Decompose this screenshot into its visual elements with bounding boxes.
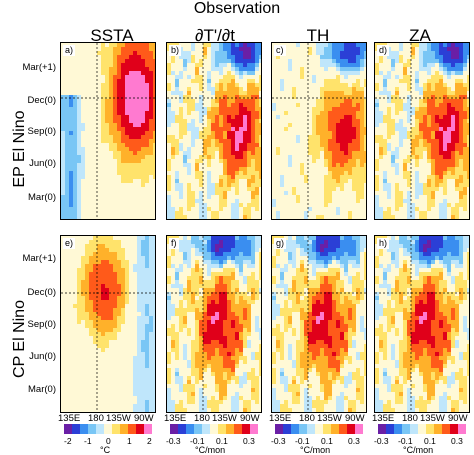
colorbar-tick: -0.3 bbox=[166, 436, 181, 446]
ytick-label: Mar(+1) bbox=[22, 62, 56, 73]
colorbar-dtdt bbox=[170, 424, 258, 434]
colorbar-tick: 1 bbox=[127, 436, 132, 446]
xtick-label: 90W bbox=[134, 413, 154, 424]
xtick-label: 135E bbox=[269, 413, 292, 424]
colorbar-tick: 0.3 bbox=[451, 436, 463, 446]
xtick-label: 135W bbox=[420, 413, 445, 424]
column-title-ssta: SSTA bbox=[90, 26, 134, 45]
row-label-cp: CP El Nino bbox=[11, 300, 28, 378]
colorbar-tick: -1 bbox=[84, 436, 92, 446]
xtick-label: 90W bbox=[345, 413, 365, 424]
colorbar-za bbox=[378, 424, 466, 434]
xtick-label: 135W bbox=[106, 413, 131, 424]
panel-label: h) bbox=[377, 238, 390, 249]
panel-dtdt-cp: f) bbox=[166, 235, 262, 413]
ytick-label: Sep(0) bbox=[27, 126, 56, 137]
xtick-label: 180 bbox=[402, 413, 418, 424]
panel-th-cp: g) bbox=[271, 235, 367, 413]
ytick-label: Sep(0) bbox=[27, 319, 56, 330]
colorbar-tick: -2 bbox=[64, 436, 72, 446]
ytick-label: Mar(0) bbox=[28, 192, 56, 203]
column-title-th: TH bbox=[306, 26, 330, 45]
panel-ssta-cp: e) bbox=[60, 235, 156, 413]
colorbar-tick: 0.3 bbox=[243, 436, 255, 446]
panel-label: a) bbox=[63, 45, 76, 56]
colorbar-tick: 0.3 bbox=[348, 436, 360, 446]
panel-dtdt-ep: b) bbox=[166, 42, 262, 220]
xtick-label: 90W bbox=[448, 413, 468, 424]
panel-label: d) bbox=[377, 45, 390, 56]
panel-za-ep: d) bbox=[374, 42, 470, 220]
colorbar-unit: °C/mon bbox=[300, 445, 331, 455]
xtick-label: 180 bbox=[88, 413, 104, 424]
xtick-label: 90W bbox=[240, 413, 260, 424]
row-label-ep: EP El Nino bbox=[11, 110, 28, 188]
panel-label: g) bbox=[274, 238, 287, 249]
xtick-label: 180 bbox=[194, 413, 210, 424]
panel-ssta-ep: a) bbox=[60, 42, 156, 220]
colorbar-tick: -0.1 bbox=[295, 436, 310, 446]
xtick-label: 135W bbox=[317, 413, 342, 424]
ytick-label: Mar(+1) bbox=[22, 253, 56, 264]
panel-label: b) bbox=[169, 45, 182, 56]
column-title-dtdt: ∂T'/∂t bbox=[195, 26, 235, 45]
panel-label: c) bbox=[274, 45, 286, 56]
ytick-label: Dec(0) bbox=[27, 95, 56, 106]
colorbar-tick: 2 bbox=[147, 436, 152, 446]
colorbar-unit: °C/mon bbox=[403, 445, 434, 455]
panel-label: e) bbox=[63, 238, 76, 249]
xtick-label: 135E bbox=[164, 413, 187, 424]
ytick-label: Dec(0) bbox=[27, 287, 56, 298]
xtick-label: 180 bbox=[299, 413, 315, 424]
colorbar-tick: -0.1 bbox=[190, 436, 205, 446]
colorbar-ssta bbox=[64, 424, 152, 434]
colorbar-tick: -0.3 bbox=[374, 436, 389, 446]
colorbar-tick: -0.1 bbox=[398, 436, 413, 446]
colorbar-tick: 0 bbox=[106, 436, 111, 446]
colorbar-th bbox=[275, 424, 363, 434]
ytick-label: Jun(0) bbox=[29, 351, 56, 362]
colorbar-tick: -0.3 bbox=[271, 436, 286, 446]
panel-label: f) bbox=[169, 238, 179, 249]
column-title-za: ZA bbox=[409, 26, 431, 45]
xtick-label: 135E bbox=[372, 413, 395, 424]
colorbar-tick: 0.1 bbox=[321, 436, 333, 446]
colorbar-tick: 0.1 bbox=[424, 436, 436, 446]
ytick-label: Jun(0) bbox=[29, 158, 56, 169]
xtick-label: 135W bbox=[212, 413, 237, 424]
figure-title: Observation bbox=[193, 0, 281, 17]
xtick-label: 135E bbox=[58, 413, 81, 424]
panel-za-cp: h) bbox=[374, 235, 470, 413]
ytick-label: Mar(0) bbox=[28, 384, 56, 395]
panel-th-ep: c) bbox=[271, 42, 367, 220]
colorbar-unit: °C/mon bbox=[195, 445, 226, 455]
colorbar-unit: °C bbox=[100, 445, 111, 455]
colorbar-tick: 0.1 bbox=[216, 436, 228, 446]
